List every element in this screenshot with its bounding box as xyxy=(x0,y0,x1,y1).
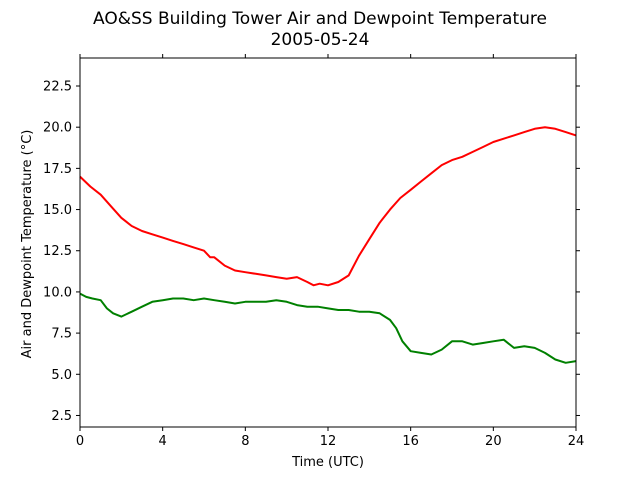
y-tick-label: 10.0 xyxy=(43,285,72,300)
x-axis-label: Time (UTC) xyxy=(291,455,364,470)
plot-area: 0 4 8 12 16 20 24 2.5 5.0 7.5 10.0 12.5 15.0 17.5 20.0… xyxy=(43,54,584,449)
x-tick-label: 12 xyxy=(320,434,337,449)
y-tick-label: 7.5 xyxy=(51,327,72,342)
air-temperature-line xyxy=(79,126,577,287)
x-tick-label: 0 xyxy=(76,434,84,449)
y-axis-label: Air and Dewpoint Temperature (°C) xyxy=(20,130,35,359)
x-tick-label: 24 xyxy=(568,434,585,449)
chart-subtitle: 2005-05-24 xyxy=(271,30,370,50)
x-tick-label: 20 xyxy=(485,434,502,449)
plot-frame xyxy=(79,57,577,428)
y-tick-label: 2.5 xyxy=(51,409,72,424)
dewpoint-temperature-line xyxy=(79,292,577,364)
y-tick-label: 20.0 xyxy=(43,121,72,136)
x-tick-label: 16 xyxy=(402,434,419,449)
y-tick-label: 17.5 xyxy=(43,162,72,177)
x-tick-label: 8 xyxy=(241,434,249,449)
y-tick-label: 12.5 xyxy=(43,244,72,259)
x-tick-label: 4 xyxy=(159,434,167,449)
y-tick-label: 22.5 xyxy=(43,80,72,95)
y-tick-label: 15.0 xyxy=(43,203,72,218)
y-tick-label: 5.0 xyxy=(51,368,72,383)
chart-title: AO&SS Building Tower Air and Dewpoint Te… xyxy=(93,9,547,29)
